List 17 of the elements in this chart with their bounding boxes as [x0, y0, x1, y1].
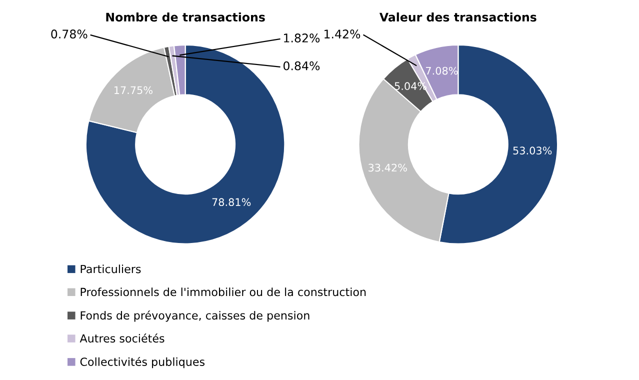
data-label: 0.78% — [51, 30, 88, 38]
data-label: 1.82% — [284, 34, 320, 42]
legend-label: Particuliers — [80, 264, 141, 274]
legend-label: Collectivités publiques — [80, 356, 205, 368]
legend-label: Autres sociétés — [80, 334, 164, 343]
donut-slice — [85, 44, 286, 244]
chart-title: Nombre de transactions — [106, 12, 265, 22]
legend-label: Fonds de prévoyance, caisses de pension — [80, 310, 310, 322]
data-label: 33.42% — [368, 164, 407, 172]
data-label: 0.84% — [284, 61, 320, 70]
data-label: 17.75% — [114, 86, 152, 94]
data-label: 1.42% — [324, 30, 360, 38]
chart-title: Valeur des transactions — [379, 12, 536, 22]
data-label: 53.03% — [513, 146, 552, 155]
data-label: 78.81% — [212, 198, 251, 206]
legend-label: Professionnels de l'immobilier ou de la construction — [80, 288, 366, 296]
donut-slice — [88, 46, 176, 134]
